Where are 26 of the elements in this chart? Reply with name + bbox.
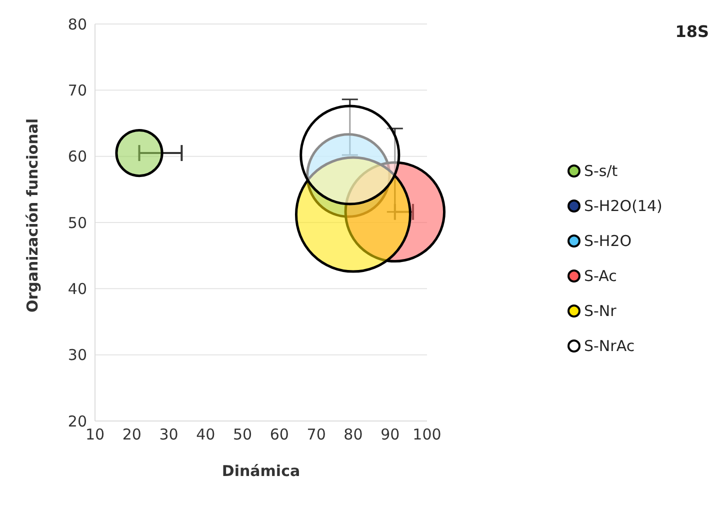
y-tick-label: 30 <box>68 346 87 364</box>
y-tick-label: 60 <box>68 148 87 166</box>
x-tick-label: 50 <box>233 426 252 444</box>
y-tick-label: 80 <box>68 15 87 34</box>
y-tick-label: 20 <box>68 412 87 430</box>
y-axis-title: Organización funcional <box>23 118 42 312</box>
x-axis-title: Dinámica <box>222 462 300 480</box>
y-tick-label: 40 <box>68 280 87 298</box>
y-tick-label: 70 <box>68 81 87 100</box>
x-tick-label: 30 <box>159 426 178 444</box>
x-tick-label: 20 <box>122 426 142 444</box>
x-tick-label: 60 <box>270 426 289 444</box>
legend-label: S-s/t <box>584 162 618 180</box>
y-tick-label: 50 <box>68 214 87 232</box>
legend-label: S-Nr <box>584 302 616 320</box>
text: 18S <box>675 22 709 41</box>
legend-label: S-H2O(14) <box>584 196 662 214</box>
x-tick-label: 80 <box>344 426 363 444</box>
legend-label: S-NrAc <box>584 336 635 354</box>
x-tick-label: 40 <box>196 426 216 444</box>
x-tick-label: 90 <box>380 426 400 444</box>
x-tick-label: 100 <box>412 426 442 444</box>
legend-label: S-H2O <box>584 232 632 250</box>
legend-label: S-Ac <box>584 266 617 284</box>
x-tick-label: 10 <box>85 426 105 444</box>
x-tick-label: 70 <box>306 426 326 444</box>
